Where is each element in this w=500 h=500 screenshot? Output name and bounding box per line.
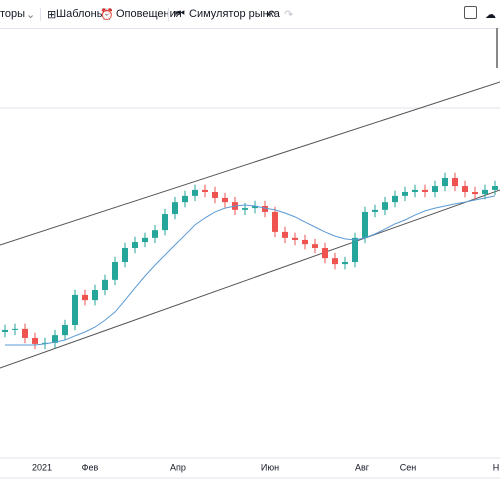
candle-body [172, 202, 178, 215]
candle-body [252, 206, 258, 209]
candle-body [402, 192, 408, 196]
candle-body [382, 202, 388, 210]
candle-body [432, 186, 438, 192]
candle-body [12, 328, 18, 330]
candle-body [352, 237, 358, 262]
templates-icon[interactable]: ⊞ [40, 8, 56, 21]
candle-body [462, 186, 468, 192]
top-toolbar: торы ⌄ ⊞ Шаблоны ⏰ Оповещения ⏮ Симулято… [0, 0, 500, 29]
moving-average [5, 195, 496, 346]
candle-body [472, 192, 478, 195]
x-tick-label: Авг [355, 462, 370, 472]
candle-body [122, 248, 128, 262]
candle-body [372, 209, 378, 212]
candle-body [292, 237, 298, 240]
channel-upper [0, 81, 500, 246]
x-tick-label: Фев [82, 462, 99, 472]
candle-body [192, 189, 198, 196]
candle-body [242, 208, 248, 210]
candle-body [412, 189, 418, 192]
cloud-button[interactable]: ☁ [485, 9, 496, 21]
candle-body [442, 178, 448, 187]
candle-body [62, 325, 68, 336]
candle-body [262, 206, 268, 212]
x-tick-label: Июн [261, 462, 279, 472]
layout-button[interactable] [464, 6, 477, 19]
candle-body [362, 211, 368, 238]
candle-body [492, 186, 498, 190]
alerts-button[interactable]: Оповещения [116, 8, 182, 20]
candle-body [42, 342, 48, 344]
candle-body [152, 230, 158, 238]
x-tick-label: 2021 [32, 462, 52, 472]
dropdown-arrow[interactable]: ⌄ [26, 9, 36, 21]
candle-body [282, 231, 288, 238]
candle-body [392, 195, 398, 203]
x-tick-label: Н [493, 462, 500, 472]
candle-body [92, 290, 98, 301]
candle-body [102, 279, 108, 290]
candle-body [82, 294, 88, 301]
replay-button[interactable]: Симулятор рынка [189, 8, 280, 20]
candle-body [312, 244, 318, 248]
alerts-icon[interactable]: ⏰ [100, 9, 114, 21]
candle-body [182, 195, 188, 203]
candle-body [2, 329, 8, 332]
candle-body [482, 189, 488, 195]
x-tick-label: Апр [170, 462, 186, 472]
candle-body [332, 258, 338, 265]
candle-body [32, 337, 38, 344]
candle-body [202, 189, 208, 192]
candle-body [162, 214, 168, 231]
replay-icon[interactable]: ⏮ [168, 8, 185, 21]
candle-body [322, 248, 328, 259]
candle-body [212, 192, 218, 198]
candle-body [302, 239, 308, 245]
redo-button[interactable]: ↷ [284, 9, 294, 21]
x-tick-label: Сен [400, 462, 417, 472]
candle-body [22, 328, 28, 338]
candle-body [142, 237, 148, 243]
templates-button[interactable]: Шаблоны [56, 8, 105, 20]
candle-body [272, 211, 278, 232]
candle-body [222, 197, 228, 203]
undo-button[interactable]: ↶ [266, 9, 276, 21]
candle-body [132, 242, 138, 248]
channel-lower [0, 189, 500, 369]
candle-body [342, 262, 348, 265]
indicators-button[interactable]: торы [0, 8, 26, 20]
chart-pane: 2021 Фев Апр Июн Авг Сен Н [0, 28, 500, 479]
candle-body [112, 262, 118, 280]
candle-body [52, 335, 58, 343]
candle-body [452, 178, 458, 187]
candle-body [72, 294, 78, 325]
candle-body [422, 189, 428, 192]
